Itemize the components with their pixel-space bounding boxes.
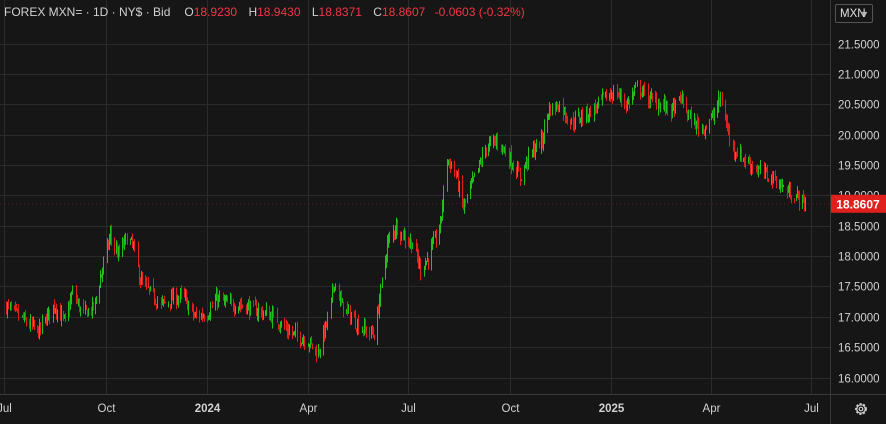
x-tick-label: 2025 [599,403,625,415]
close-label: C [373,5,382,19]
y-tick-label: 18.0000 [838,252,880,264]
high-label: H [248,5,258,19]
y-tick-label: 16.5000 [838,343,880,355]
y-tick-label: 20.5000 [838,100,880,112]
x-tick-label: Jul [401,403,416,415]
low-label: L [311,5,319,19]
change-value: -0.0603 (-0.32%) [434,5,525,19]
chevron-down-icon: ▼ [860,9,869,19]
x-tick-label: Oct [98,403,117,415]
open-label: O [184,5,194,19]
open-value: 18.9230 [193,5,238,19]
x-tick-label: Apr [703,403,721,415]
y-tick-label: 16.0000 [838,374,880,386]
y-tick-label: 17.5000 [838,282,880,294]
x-tick-label: Jul [0,403,12,415]
x-tick-label: 2024 [195,403,221,415]
y-tick-label: 18.5000 [838,222,880,234]
currency-selector[interactable]: MXN ▼ [835,4,873,23]
x-tick-label: Oct [502,403,521,415]
y-tick-label: 19.5000 [838,161,880,173]
high-value: 18.9430 [257,5,301,19]
close-value: 18.8607 [381,5,426,19]
x-tick-label: Apr [300,403,318,415]
y-tick-label: 20.0000 [838,131,880,143]
currency-label: MXN [840,8,866,20]
y-tick-label: 17.0000 [838,313,880,325]
symbol-label: FOREX MXN= · 1D · NY$ · Bid [4,5,171,19]
last-price-tag [831,194,886,213]
last-price-label: 18.8607 [836,197,880,211]
low-value: 18.8371 [318,5,362,19]
settings-gear-icon[interactable] [853,401,869,417]
chart-legend: FOREX MXN= · 1D · NY$ · Bid O18.9230 H18.… [4,5,525,19]
y-tick-label: 21.5000 [838,40,880,52]
y-tick-label: 21.0000 [838,70,880,82]
x-tick-label: Jul [804,403,819,415]
